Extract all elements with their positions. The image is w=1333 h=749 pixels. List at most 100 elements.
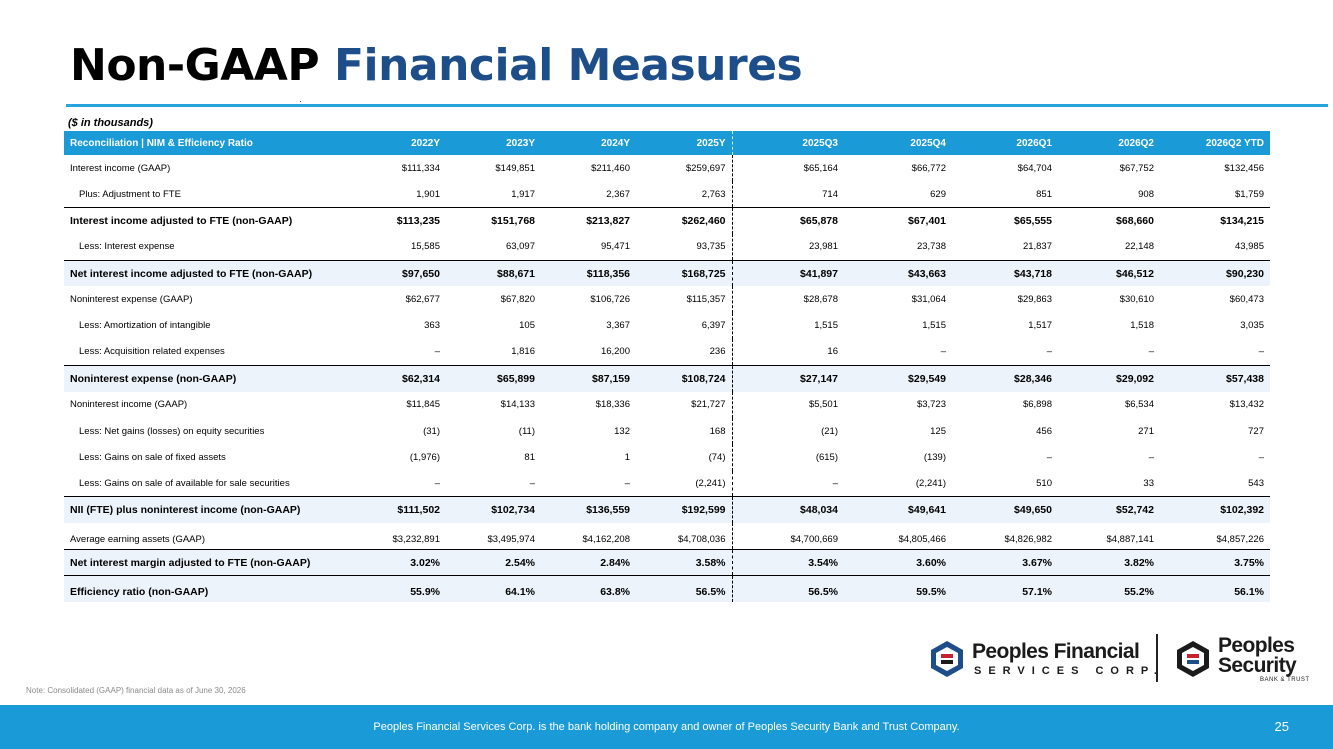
cell-value: 63,097 (505, 241, 535, 253)
column-header: 2023Y (506, 137, 535, 149)
logo-right-line3: BANK & TRUST (1260, 677, 1310, 683)
cell-value: 55.2% (1058, 575, 1160, 603)
logo-left-line1: Peoples Financial (972, 640, 1140, 663)
cell-value: – (1046, 346, 1052, 358)
cell-value: 23,738 (916, 241, 946, 253)
cell-value: $113,235 (354, 207, 446, 234)
row-label: Less: Net gains (losses) on equity secur… (79, 425, 265, 437)
cell-value: 105 (519, 320, 535, 332)
cell-value: $106,726 (590, 294, 630, 306)
cell-value: $67,820 (500, 294, 535, 306)
cell-value: 132 (614, 425, 630, 437)
cell-value: 3.75% (1160, 548, 1270, 576)
logo-left-line2: SERVICES CORP. (974, 665, 1164, 677)
table-row: Interest income (GAAP) $111,334 $149,851 $2… (64, 155, 1270, 182)
cell-value: (2,241) (915, 477, 946, 489)
row-label: Less: Acquisition related expenses (79, 346, 225, 358)
row-label: Average earning assets (GAAP) (70, 533, 206, 545)
cell-value: 81 (524, 451, 535, 463)
cell-value: $259,697 (636, 155, 733, 182)
cell-value: – (1148, 451, 1154, 463)
table-row: Noninterest expense (GAAP) $62,677 $67,820… (64, 286, 1270, 313)
row-label: Net interest income adjusted to FTE (non… (64, 259, 354, 287)
table-row: Less: Gains on sale of available for sal… (64, 470, 1270, 497)
cell-value: $43,718 (952, 259, 1058, 287)
column-header: 2026Q2 (1118, 137, 1154, 149)
cell-value: $66,772 (911, 162, 946, 174)
cell-value: $6,898 (1022, 399, 1052, 411)
cell-value: 2.84% (541, 548, 636, 576)
cell-value: 1,517 (1028, 320, 1052, 332)
row-label: Less: Interest expense (79, 241, 175, 253)
column-header: 2025Y (636, 131, 733, 155)
table-row: Less: Acquisition related expenses – 1,816… (64, 339, 1270, 366)
cell-value: $102,734 (446, 496, 541, 524)
cell-value: 125 (930, 425, 946, 437)
cell-value: 1 (624, 451, 630, 463)
cell-value: $192,599 (636, 496, 733, 524)
cell-value: 3.02% (354, 548, 446, 576)
cell-value: – (1148, 346, 1154, 358)
cell-value: $262,460 (636, 207, 733, 234)
cell-value: 3.58% (636, 548, 733, 576)
cell-value: 63.8% (541, 575, 636, 603)
table-row: Interest income adjusted to FTE (non-GAA… (64, 207, 1270, 234)
cell-value: $151,768 (446, 207, 541, 234)
table-header-label: Reconciliation | NIM & Efficiency Ratio (70, 137, 253, 149)
cell-value: $4,805,466 (898, 533, 946, 545)
cell-value: 851 (1036, 188, 1052, 200)
table-row: Less: Gains on sale of fixed assets (1,97… (64, 444, 1270, 471)
row-label: NII (FTE) plus noninterest income (non-G… (64, 496, 354, 524)
cell-value: (11) (518, 425, 535, 437)
cell-value: $49,650 (952, 496, 1058, 524)
cell-value: 3.60% (844, 548, 952, 576)
cell-value: 16,200 (600, 346, 630, 358)
cell-value: – (1258, 451, 1264, 463)
cell-value: $88,671 (446, 259, 541, 287)
cell-value: $67,401 (844, 207, 952, 234)
cell-value: 55.9% (354, 575, 446, 603)
table-row: Noninterest income (GAAP) $11,845 $14,133 $… (64, 391, 1270, 418)
cell-value: 3.54% (732, 548, 844, 576)
cell-value: 543 (1248, 477, 1264, 489)
title-divider (66, 104, 1328, 107)
logo-right-line2: Security (1218, 654, 1297, 677)
cell-value: – (832, 477, 838, 489)
row-label: Efficiency ratio (non-GAAP) (64, 575, 354, 603)
footnote: Note: Consolidated (GAAP) financial data… (26, 686, 246, 695)
cell-value: 456 (1036, 425, 1052, 437)
cell-value: 57.1% (952, 575, 1058, 603)
reconciliation-table: Reconciliation | NIM & Efficiency Ratio … (64, 131, 1270, 603)
table-row: Efficiency ratio (non-GAAP) 55.9% 64.1% 63.… (64, 575, 1270, 603)
cell-value: 3,367 (606, 320, 630, 332)
row-label: Noninterest expense (non-GAAP) (64, 364, 354, 392)
cell-value: $65,555 (952, 207, 1058, 234)
cell-value: $4,857,226 (1216, 533, 1264, 545)
cell-value: $31,064 (911, 294, 946, 306)
cell-value: 93,735 (636, 233, 733, 261)
cell-value: 15,585 (410, 241, 440, 253)
cell-value: 3.67% (952, 548, 1058, 576)
cell-value: $41,897 (732, 259, 844, 287)
units-label: ($ in thousands) (68, 117, 153, 129)
cell-value: 95,471 (600, 241, 630, 253)
cell-value: $28,346 (952, 364, 1058, 392)
cell-value: (139) (923, 451, 946, 463)
cell-value: $28,678 (803, 294, 838, 306)
cell-value: $211,460 (591, 162, 630, 174)
cell-value: 56.5% (636, 575, 733, 603)
cell-value: $136,559 (541, 496, 636, 524)
cell-value: $14,133 (500, 399, 535, 411)
cell-value: $18,336 (595, 399, 630, 411)
page-title: Non-GAAP Financial Measures (70, 40, 803, 92)
cell-value: 1,917 (511, 188, 535, 200)
cell-value: $4,162,208 (582, 533, 630, 545)
cell-value: $67,752 (1119, 162, 1154, 174)
page-title-part2: Financial Measures (333, 40, 803, 91)
cell-value: 3.82% (1058, 548, 1160, 576)
logos: Peoples Financial SERVICES CORP. Peoples… (928, 632, 1318, 684)
cell-value: $5,501 (808, 399, 838, 411)
cell-value: 2.54% (446, 548, 541, 576)
cell-value: $13,432 (1229, 399, 1264, 411)
cell-value: – (529, 477, 535, 489)
